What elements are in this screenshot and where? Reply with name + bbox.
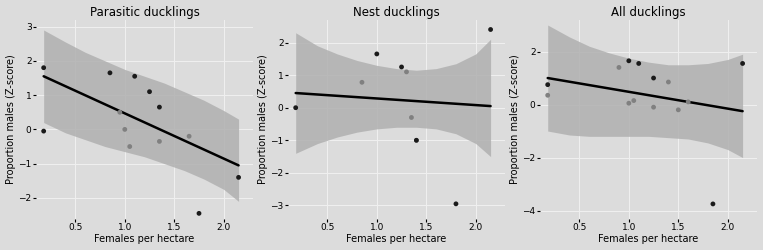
Point (129, 74, 141, 78)
Point (648, 76, 660, 80)
Point (183, 134, 195, 138)
Point (613, 66, 625, 70)
Point (153, 105, 166, 109)
Point (662, 80, 674, 84)
Point (672, 108, 684, 112)
Y-axis label: Proportion males (Z-score): Proportion males (Z-score) (5, 54, 15, 184)
Point (485, 28, 497, 32)
Point (37, 66, 50, 70)
Point (193, 211, 205, 215)
Point (410, 138, 423, 142)
Point (124, 144, 136, 148)
Point (356, 80, 368, 84)
Point (401, 70, 413, 74)
Point (682, 100, 694, 104)
X-axis label: Females per hectare: Females per hectare (95, 234, 195, 244)
Point (371, 52, 383, 56)
Point (290, 106, 302, 110)
Point (707, 202, 719, 206)
Point (633, 62, 645, 66)
X-axis label: Females per hectare: Females per hectare (346, 234, 446, 244)
Point (119, 128, 131, 132)
Point (395, 65, 407, 69)
Title: Parasitic ducklings: Parasitic ducklings (89, 6, 199, 18)
Point (153, 140, 166, 143)
Point (37, 129, 50, 133)
Y-axis label: Proportion males (Z-score): Proportion males (Z-score) (510, 54, 520, 184)
Point (410, 138, 423, 142)
Point (736, 62, 749, 66)
Point (623, 101, 635, 105)
Y-axis label: Proportion males (Z-score): Proportion males (Z-score) (258, 54, 268, 184)
Point (114, 110, 126, 114)
Point (648, 105, 660, 109)
Title: All ducklings: All ducklings (611, 6, 686, 18)
Title: Nest ducklings: Nest ducklings (353, 6, 440, 18)
Point (628, 98, 640, 102)
Point (104, 71, 116, 75)
Point (542, 93, 554, 97)
Point (405, 116, 417, 119)
Point (143, 90, 156, 94)
X-axis label: Females per hectare: Females per hectare (598, 234, 699, 244)
Point (450, 202, 462, 206)
Point (542, 83, 554, 87)
Point (233, 175, 245, 179)
Point (623, 59, 635, 63)
